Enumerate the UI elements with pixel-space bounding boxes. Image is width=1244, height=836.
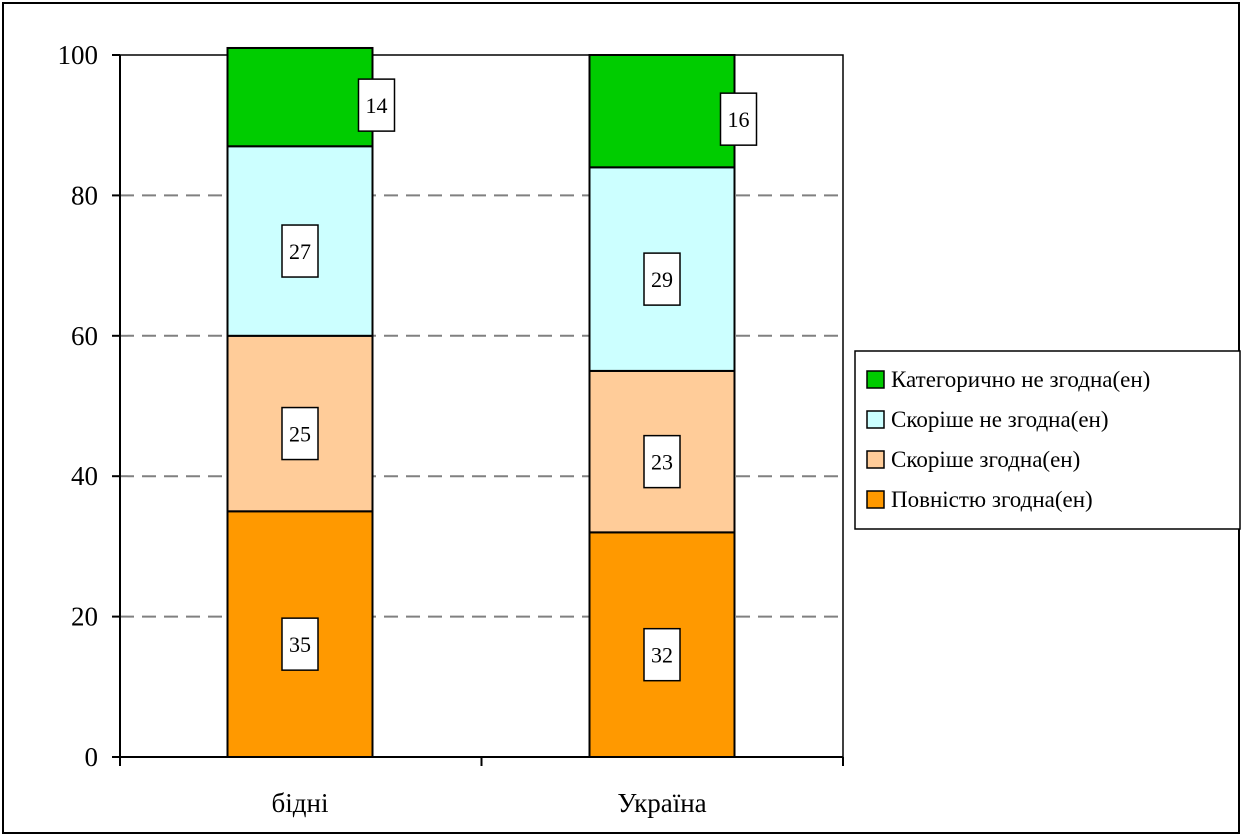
data-label: 23 — [651, 450, 673, 475]
y-tick-label: 40 — [71, 461, 98, 491]
y-tick-label: 60 — [71, 321, 98, 351]
legend-swatch — [866, 450, 885, 469]
data-label: 16 — [728, 107, 750, 132]
legend-box — [854, 350, 1241, 530]
data-label: 32 — [651, 643, 673, 668]
legend-label: Скоріше не згодна(ен) — [891, 407, 1109, 432]
data-label-box — [281, 617, 319, 671]
data-label-box — [643, 627, 681, 682]
data-label: 35 — [289, 632, 311, 657]
data-label-box — [643, 434, 681, 489]
y-tick-label: 100 — [58, 40, 99, 70]
y-tick-label: 0 — [85, 742, 99, 772]
data-label: 27 — [289, 239, 311, 264]
legend-swatch — [866, 410, 885, 429]
legend-swatch — [866, 490, 885, 509]
x-tick-label: Україна — [617, 788, 706, 818]
data-label-box — [357, 78, 396, 132]
legend-label: Категорично не згодна(ен) — [891, 367, 1150, 392]
data-label-box — [719, 92, 758, 146]
legend-label: Повністю згодна(ен) — [891, 487, 1093, 512]
data-label-box — [281, 406, 319, 461]
y-tick-label: 20 — [71, 602, 98, 632]
y-tick-label: 80 — [71, 180, 98, 210]
bar-segment — [226, 46, 374, 148]
data-label: 29 — [651, 267, 673, 292]
legend-label: Скоріше згодна(ен) — [891, 447, 1080, 472]
data-label: 25 — [289, 422, 311, 447]
data-label-box — [643, 252, 681, 306]
x-tick-label: бідні — [272, 788, 329, 818]
data-label-box — [281, 224, 319, 278]
legend-swatch — [866, 370, 885, 389]
bar-segment — [588, 54, 736, 169]
data-label: 14 — [366, 93, 388, 118]
